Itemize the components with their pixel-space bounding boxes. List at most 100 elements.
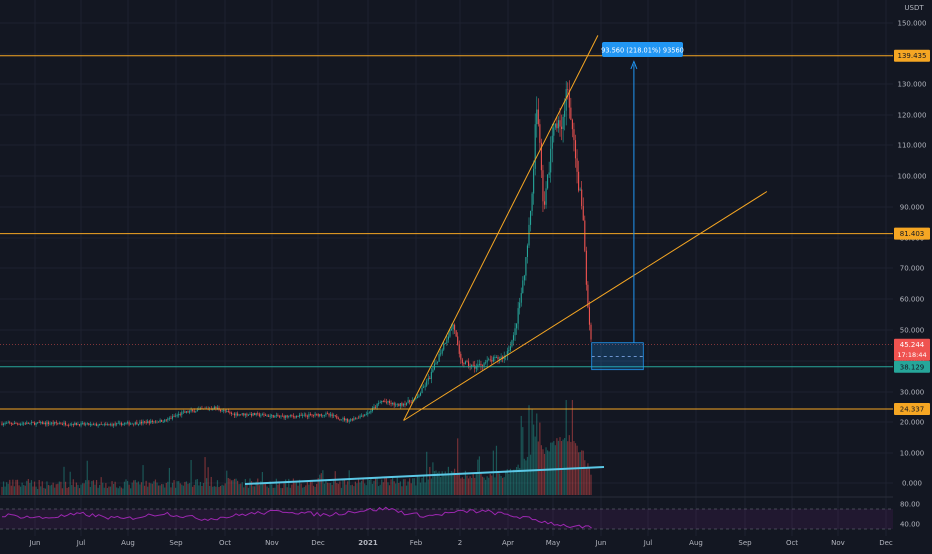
candle	[168, 416, 170, 421]
volume-bar	[506, 469, 508, 495]
candle	[525, 256, 527, 281]
candle	[137, 423, 139, 427]
candle-body	[410, 401, 412, 403]
volume-bar	[223, 485, 225, 495]
candle-body	[536, 109, 538, 125]
candle	[368, 411, 370, 414]
candle-body	[468, 361, 470, 367]
candle	[243, 412, 245, 417]
candle-body	[292, 415, 294, 417]
axis-labels: 150.000140.000130.000120.000110.000100.0…	[29, 20, 930, 547]
volume-bar	[471, 477, 473, 495]
volume-bar	[108, 486, 110, 495]
candle	[464, 360, 466, 365]
candle	[491, 355, 493, 365]
volume-bar	[384, 476, 386, 495]
candle	[51, 421, 53, 426]
candle-body	[499, 359, 501, 360]
candle	[297, 415, 299, 417]
candle-body	[455, 330, 457, 337]
time-tick-label: Feb	[410, 539, 423, 547]
candle	[500, 353, 502, 363]
volume-bar	[464, 470, 467, 495]
candle	[140, 419, 143, 426]
time-tick-label: Aug	[121, 539, 135, 547]
volume-bar	[502, 477, 504, 495]
volume-bar	[312, 485, 315, 495]
candle-body	[491, 360, 493, 362]
measure-label[interactable]: 93.560 (218.01%) 93560	[601, 42, 684, 57]
current-price-badge: 45.244 17:18:44	[894, 338, 930, 361]
volume-bar	[207, 467, 209, 495]
candle	[299, 412, 301, 419]
candle-body	[127, 422, 129, 424]
candle	[567, 82, 569, 100]
measure-label-bg	[602, 42, 683, 57]
candle	[103, 422, 105, 427]
candle	[440, 349, 442, 357]
volume-bar	[30, 480, 33, 495]
volume-bar	[92, 480, 95, 495]
candle	[367, 410, 369, 417]
candle-body	[257, 413, 259, 415]
candle	[162, 420, 164, 423]
candle-body	[119, 422, 121, 424]
candle	[443, 342, 445, 352]
candle-body	[540, 142, 542, 171]
volume-bar	[54, 487, 56, 495]
drawings[interactable]: 93.560 (218.01%) 93560	[0, 35, 893, 485]
candle-body	[140, 421, 143, 424]
volume-bar	[156, 482, 158, 495]
candle-body	[266, 415, 268, 417]
candle	[156, 420, 158, 424]
candle-body	[54, 422, 56, 424]
candle-body	[116, 423, 118, 425]
candle-body	[519, 302, 521, 309]
candle	[275, 412, 277, 418]
volume-bar	[333, 480, 335, 495]
level-badge-bg	[894, 402, 930, 415]
rsi-line	[2, 506, 592, 529]
volume-bar	[306, 481, 308, 495]
volume-bar	[297, 485, 299, 495]
level-badge-text: 24.337	[900, 405, 925, 413]
candle	[562, 114, 564, 143]
candle-body	[370, 410, 372, 413]
candle	[151, 419, 153, 424]
lower-trendline[interactable]	[403, 191, 768, 421]
candle-body	[478, 363, 480, 365]
candle	[83, 421, 85, 426]
volume-bar	[18, 485, 20, 495]
candle-body	[393, 402, 395, 406]
candle-body	[559, 120, 561, 127]
volume-bar	[20, 486, 22, 495]
candle	[144, 420, 146, 424]
upper-trendline[interactable]	[403, 35, 599, 421]
candle	[66, 424, 68, 426]
volume-trendline[interactable]	[244, 466, 605, 485]
candle-body	[354, 418, 356, 420]
candle-body	[170, 418, 172, 420]
candle-body	[120, 422, 122, 426]
candle-body	[437, 361, 439, 363]
volume-bar	[230, 480, 232, 495]
candle-body	[406, 402, 408, 405]
volume-bar	[404, 479, 406, 495]
candle-body	[181, 412, 183, 415]
candle-body	[83, 423, 85, 425]
candle	[539, 119, 541, 151]
volume-bar	[357, 479, 360, 495]
candle	[165, 419, 167, 422]
price-tick-label: 30.000	[900, 389, 925, 397]
candle	[254, 412, 256, 416]
candle	[489, 355, 491, 362]
candle-body	[151, 420, 153, 422]
volume-bar	[430, 478, 432, 495]
candle-body	[232, 413, 234, 415]
candle-body	[34, 422, 36, 425]
volume-bar	[531, 408, 533, 495]
candle-body	[320, 414, 322, 416]
volume-bar	[206, 478, 208, 495]
